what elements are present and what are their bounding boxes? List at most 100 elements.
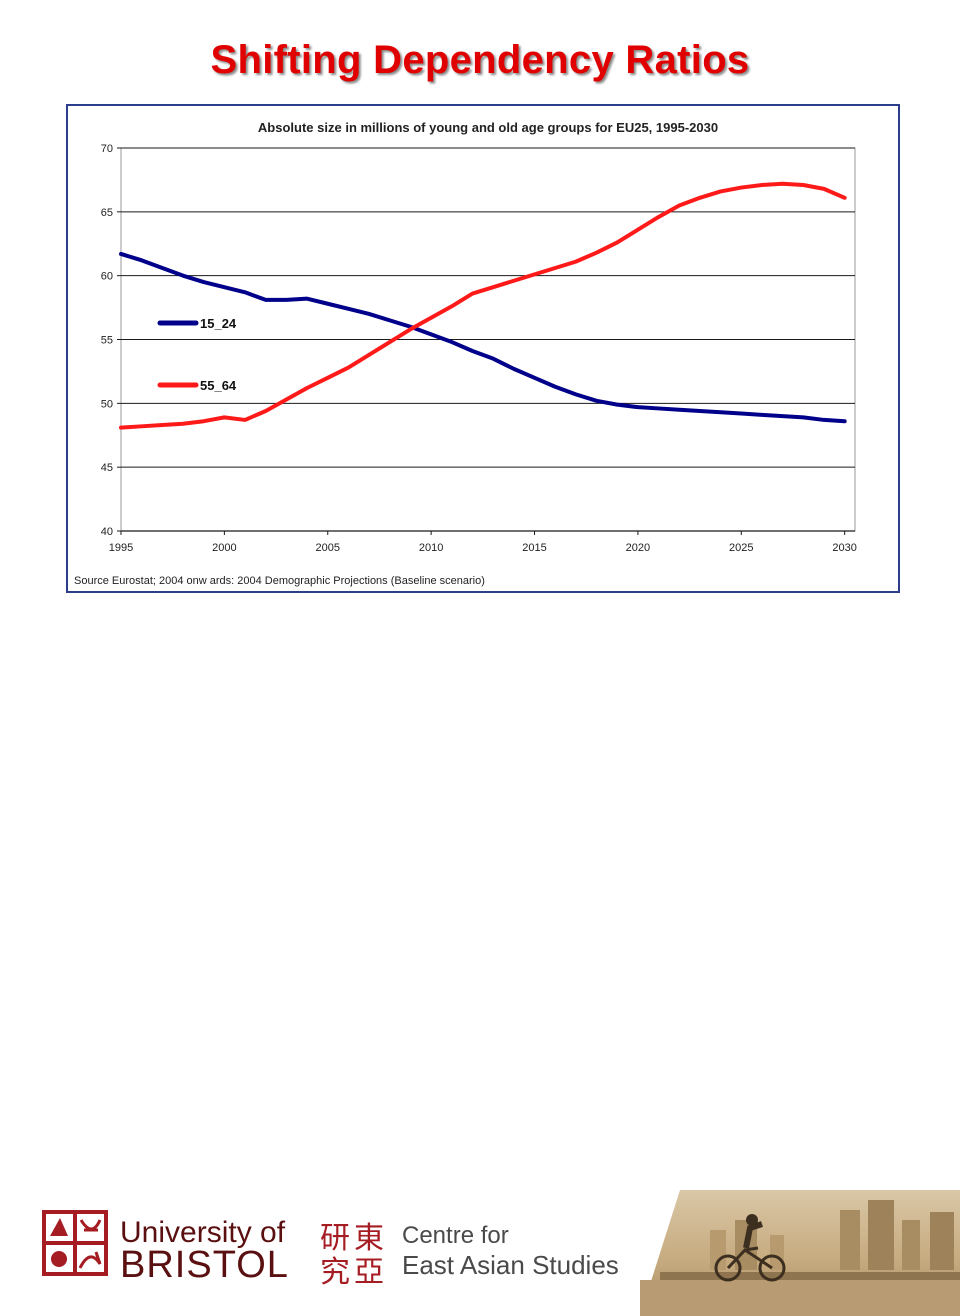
centre-name-line2: East Asian Studies: [402, 1250, 619, 1280]
data-point-55_64: [699, 196, 701, 199]
data-point-15_24: [657, 407, 660, 410]
data-point-15_24: [843, 420, 846, 423]
data-point-55_64: [492, 286, 494, 288]
data-point-15_24: [761, 414, 763, 416]
data-point-15_24: [471, 350, 474, 352]
data-point-55_64: [264, 410, 267, 412]
x-tick-label: 1995: [109, 542, 133, 554]
data-point-15_24: [575, 393, 577, 396]
data-point-55_64: [451, 305, 453, 308]
data-point-55_64: [202, 420, 205, 423]
footer: University of BRISTOL 研 東 究 亞 Centre for…: [0, 596, 960, 1316]
x-tick-label: 2015: [522, 542, 546, 554]
data-point-55_64: [285, 398, 288, 401]
series-line-55_64: [119, 181, 847, 430]
data-point-55_64: [761, 184, 763, 186]
ceas-char-3: 究: [320, 1255, 350, 1288]
university-name-line2: BRISTOL: [120, 1244, 289, 1286]
data-point-55_64: [802, 184, 805, 186]
data-point-55_64: [513, 279, 515, 282]
data-point-15_24: [285, 299, 288, 301]
data-point-55_64: [575, 260, 577, 263]
data-point-15_24: [678, 408, 681, 411]
data-point-15_24: [182, 274, 184, 277]
data-point-55_64: [140, 425, 143, 428]
data-point-55_64: [781, 182, 784, 185]
data-point-15_24: [140, 259, 143, 262]
data-point-55_64: [120, 426, 122, 429]
data-point-15_24: [120, 253, 122, 255]
data-point-15_24: [451, 341, 453, 343]
y-tick-label: 45: [101, 462, 113, 474]
data-point-55_64: [678, 204, 681, 207]
data-point-15_24: [347, 308, 350, 310]
ceas-char-2: 東: [354, 1221, 384, 1256]
data-point-15_24: [244, 291, 246, 294]
x-tick-label: 2025: [729, 542, 753, 554]
slide-title: Shifting Dependency Ratios: [210, 38, 750, 82]
data-point-15_24: [823, 419, 825, 421]
data-point-15_24: [637, 406, 639, 408]
chart-frame: Absolute size in millions of young and o…: [66, 104, 900, 593]
y-tick-label: 40: [101, 526, 113, 538]
data-point-55_64: [740, 186, 743, 189]
data-point-15_24: [719, 411, 722, 414]
y-tick-label: 50: [101, 398, 113, 410]
data-point-15_24: [306, 297, 308, 300]
legend-label-15_24: 15_24: [200, 316, 237, 331]
data-point-15_24: [699, 410, 701, 412]
data-point-15_24: [781, 415, 784, 417]
y-tick-label: 65: [101, 207, 113, 219]
source-note: Source Eurostat; 2004 onw ards: 2004 Dem…: [74, 575, 485, 587]
data-point-15_24: [554, 385, 556, 388]
y-tick-label: 55: [101, 335, 113, 347]
data-point-55_64: [306, 387, 308, 389]
data-point-15_24: [802, 416, 805, 419]
data-point-55_64: [182, 422, 184, 425]
data-point-55_64: [388, 341, 391, 343]
city-cyclist-photo: [640, 1190, 960, 1316]
data-point-15_24: [202, 281, 205, 283]
ceas-logo-icon: 研 東 究 亞: [320, 1221, 384, 1288]
data-point-15_24: [368, 313, 370, 315]
data-point-15_24: [430, 333, 432, 336]
series-line-15_24: [119, 251, 847, 424]
data-point-55_64: [368, 354, 370, 356]
data-point-55_64: [430, 316, 432, 319]
data-point-55_64: [719, 190, 722, 193]
legend-label-55_64: 55_64: [200, 378, 237, 393]
y-tick-label: 70: [101, 143, 113, 155]
line-chart: Absolute size in millions of young and o…: [74, 120, 857, 587]
data-point-15_24: [223, 286, 226, 288]
data-point-15_24: [616, 403, 619, 406]
data-point-15_24: [533, 377, 536, 379]
x-tick-label: 2010: [419, 542, 443, 554]
y-tick-label: 60: [101, 271, 113, 283]
data-point-55_64: [161, 424, 164, 426]
data-point-55_64: [533, 273, 536, 276]
data-point-55_64: [244, 419, 246, 421]
ceas-char-1: 研: [320, 1221, 350, 1256]
data-point-15_24: [326, 302, 329, 305]
data-point-55_64: [471, 292, 474, 295]
data-point-55_64: [637, 228, 639, 231]
data-point-55_64: [326, 377, 329, 379]
data-point-15_24: [513, 368, 515, 370]
data-point-55_64: [823, 188, 825, 190]
ceas-char-4: 亞: [354, 1255, 384, 1288]
data-point-55_64: [657, 216, 660, 218]
bristol-crest-icon: [42, 1210, 108, 1276]
data-point-15_24: [161, 267, 164, 269]
data-point-55_64: [595, 251, 598, 254]
data-point-15_24: [388, 319, 391, 322]
data-point-55_64: [616, 241, 619, 244]
x-tick-label: 2005: [316, 542, 340, 554]
x-tick-label: 2000: [212, 542, 236, 554]
x-tick-label: 2020: [626, 542, 650, 554]
data-point-55_64: [223, 416, 226, 419]
data-point-55_64: [409, 328, 412, 331]
data-point-15_24: [595, 399, 598, 402]
data-point-15_24: [740, 412, 743, 415]
x-tick-label: 2030: [832, 542, 856, 554]
data-point-15_24: [264, 299, 267, 301]
